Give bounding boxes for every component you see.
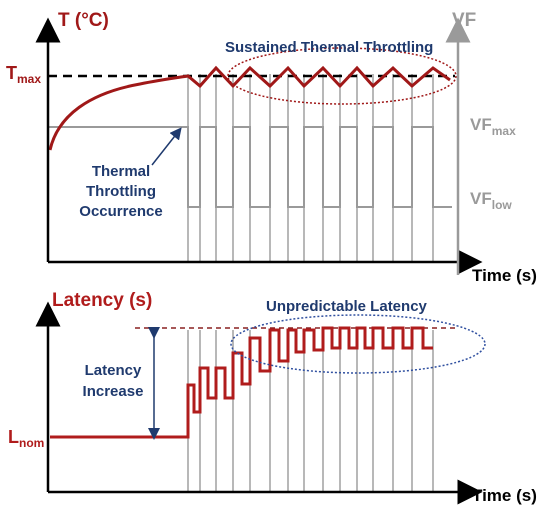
unpredictable-latency-ellipse: [230, 314, 486, 374]
vf-low-label: VFlow: [470, 189, 512, 212]
bottom-time-label: Time (s): [472, 486, 537, 505]
occurrence-label-2: Throttling: [86, 183, 156, 200]
top-panel: T (°C) VF Tmax VFmax VFlow Sustained The…: [6, 10, 537, 285]
latency-axis-label: Latency (s): [52, 290, 152, 311]
vf-max-label: VFmax: [470, 115, 516, 138]
t-axis-label: T (°C): [58, 10, 109, 31]
occurrence-arrow: [151, 127, 182, 166]
sustained-throttling-label: Sustained Thermal Throttling: [225, 39, 433, 56]
latency-increase-label-2: Increase: [83, 383, 144, 400]
vf-square-wave: [48, 126, 452, 208]
sustained-throttling-ellipse: [227, 47, 457, 105]
top-time-label: Time (s): [472, 266, 537, 285]
occurrence-label-3: Occurrence: [79, 203, 162, 220]
occurrence-label-1: Thermal: [92, 163, 150, 180]
temperature-curve: [48, 65, 451, 151]
throttle-lines-bottom: [187, 330, 434, 492]
l-nom-label: Lnom: [8, 427, 44, 450]
latency-increase-label-1: Latency: [85, 362, 142, 379]
latency-curve: [50, 326, 433, 439]
unpredictable-latency-label: Unpredictable Latency: [266, 298, 428, 315]
t-max-label: Tmax: [6, 63, 41, 86]
vf-axis-label: VF: [452, 10, 476, 31]
bottom-panel: Latency (s) Unpredictable Latency Latenc…: [8, 290, 537, 505]
